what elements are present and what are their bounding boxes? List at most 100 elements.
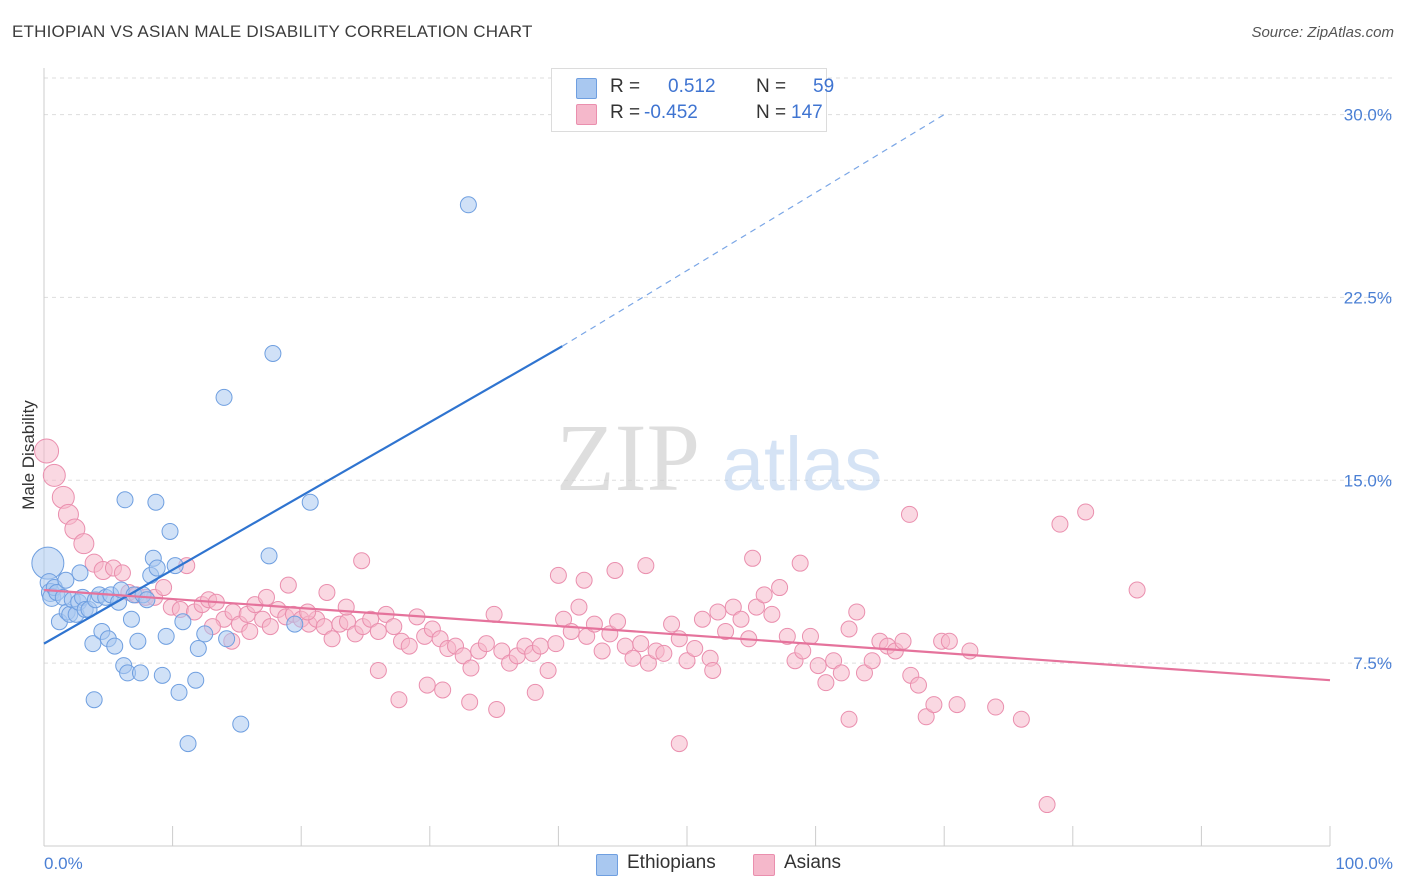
stats-legend: R = 0.512 N = 59 R = -0.452 N = 147 <box>551 68 834 132</box>
data-point-ethiopians <box>71 564 89 582</box>
data-point-asians <box>353 552 371 570</box>
data-point-ethiopians <box>264 345 282 363</box>
data-point-asians <box>909 676 927 694</box>
data-point-asians <box>454 647 472 665</box>
data-point-asians <box>639 654 657 672</box>
data-point-asians <box>840 710 858 728</box>
y-tick-label: 15.0% <box>1344 471 1392 490</box>
data-point-asians <box>34 438 60 464</box>
data-point-asians <box>693 610 711 628</box>
data-point-asians <box>655 644 673 662</box>
data-point-asians <box>1077 503 1095 521</box>
data-point-asians <box>261 618 279 636</box>
data-point-asians <box>778 627 796 645</box>
legend-swatch-asians <box>576 104 597 125</box>
data-point-asians <box>323 630 341 648</box>
data-point-asians <box>917 708 935 726</box>
data-point-asians <box>744 549 762 567</box>
data-point-asians <box>801 627 819 645</box>
data-point-ethiopians <box>147 493 165 511</box>
series-asians <box>34 438 1146 814</box>
data-point-asians <box>894 632 912 650</box>
data-point-ethiopians <box>122 610 140 628</box>
data-point-asians <box>155 579 173 597</box>
data-point-ethiopians <box>179 735 197 753</box>
data-point-ethiopians <box>196 625 214 643</box>
data-point-asians <box>547 635 565 653</box>
data-point-asians <box>637 557 655 575</box>
data-point-ethiopians <box>218 630 236 648</box>
data-point-ethiopians <box>161 522 179 540</box>
data-point-asians <box>609 613 627 631</box>
watermark-zip: ZIP <box>556 404 700 511</box>
data-point-asians <box>809 657 827 675</box>
legend-n-label: N = <box>756 102 787 123</box>
data-point-asians <box>794 642 812 660</box>
data-point-asians <box>771 579 789 597</box>
data-point-asians <box>863 652 881 670</box>
watermark: ZIP atlas <box>556 404 882 511</box>
data-point-asians <box>1051 515 1069 533</box>
data-point-asians <box>549 566 567 584</box>
data-point-asians <box>369 622 387 640</box>
data-point-ethiopians <box>459 196 477 214</box>
source-label: Source: ZipAtlas.com <box>1251 24 1394 41</box>
series-ethiopians <box>31 196 477 753</box>
data-point-asians <box>704 661 722 679</box>
data-point-asians <box>717 622 735 640</box>
data-point-ethiopians <box>215 388 233 406</box>
trendline-ethiopians-extension <box>561 114 945 347</box>
data-point-asians <box>925 696 943 714</box>
trendline-ethiopians <box>43 345 563 645</box>
data-point-ethiopians <box>260 547 278 565</box>
data-point-ethiopians <box>286 615 304 633</box>
data-point-asians <box>624 649 642 667</box>
data-point-asians <box>279 576 297 594</box>
data-point-asians <box>1012 710 1030 728</box>
data-point-ethiopians <box>301 493 319 511</box>
data-point-ethiopians <box>129 632 147 650</box>
data-point-asians <box>485 605 503 623</box>
data-point-asians <box>817 674 835 692</box>
legend-r-label: R = <box>610 76 641 97</box>
data-point-asians <box>961 642 979 660</box>
data-point-ethiopians <box>157 627 175 645</box>
data-point-ethiopians <box>174 613 192 631</box>
legend-n-value: 59 <box>813 76 835 97</box>
x-tick-labels: 0.0% 100.0% <box>44 854 1393 873</box>
legend-swatch-asians <box>753 854 775 876</box>
legend-swatch-ethiopians <box>596 854 618 876</box>
data-point-asians <box>462 659 480 677</box>
data-point-ethiopians <box>57 571 75 589</box>
y-tick-label: 30.0% <box>1344 106 1392 125</box>
data-point-asians <box>606 561 624 579</box>
data-point-asians <box>848 603 866 621</box>
data-point-asians <box>477 635 495 653</box>
data-point-asians <box>855 664 873 682</box>
data-point-ethiopians <box>187 671 205 689</box>
data-point-ethiopians <box>148 559 166 577</box>
data-point-asians <box>257 588 275 606</box>
data-point-asians <box>362 610 380 628</box>
legend-swatch-ethiopians <box>576 78 597 99</box>
data-point-asians <box>747 598 765 616</box>
data-point-asians <box>791 554 809 572</box>
data-point-ethiopians <box>116 491 134 509</box>
data-point-asians <box>1128 581 1146 599</box>
data-point-asians <box>113 564 131 582</box>
data-point-asians <box>539 661 557 679</box>
y-axis-label: Male Disability <box>19 400 38 510</box>
data-point-asians <box>840 620 858 638</box>
data-point-asians <box>73 533 95 555</box>
data-point-asians <box>900 505 918 523</box>
data-point-asians <box>318 583 336 601</box>
data-point-asians <box>763 605 781 623</box>
data-point-asians <box>732 610 750 628</box>
data-point-asians <box>493 642 511 660</box>
data-point-asians <box>42 463 66 487</box>
data-point-asians <box>755 586 773 604</box>
x-tick-label: 0.0% <box>44 854 83 873</box>
legend-label-asians: Asians <box>784 852 842 873</box>
data-point-asians <box>241 622 259 640</box>
data-point-asians <box>593 642 611 660</box>
